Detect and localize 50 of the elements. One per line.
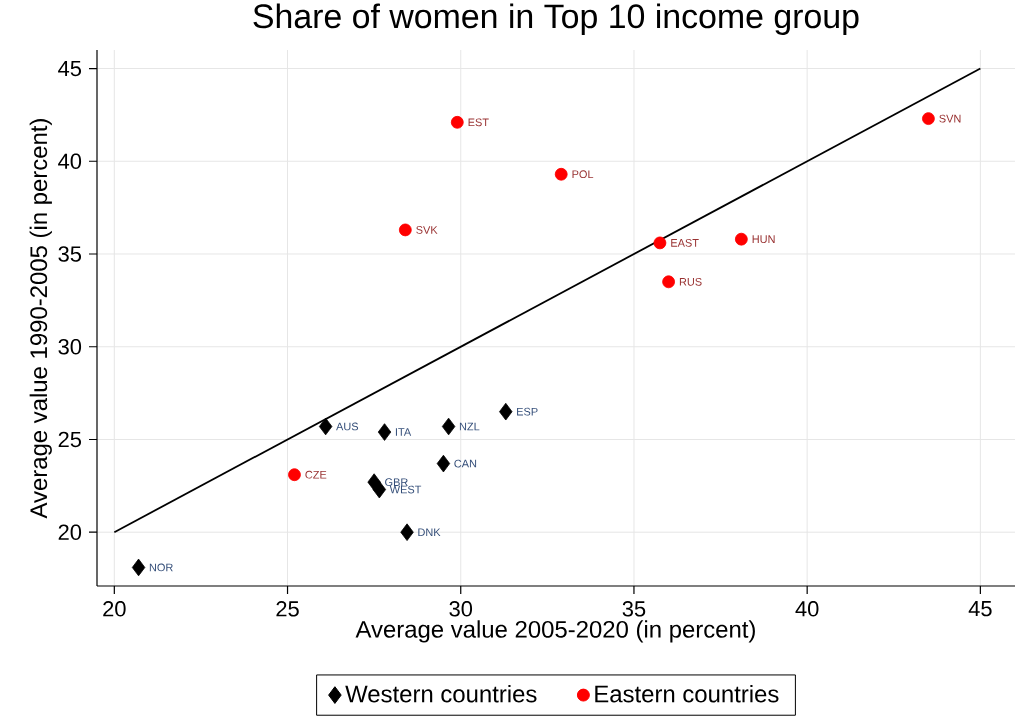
x-tick-label: 25 [276,601,299,617]
y-tick-label: 35 [58,246,82,262]
point [377,423,392,441]
point [318,417,333,436]
y-axis-title: Average value 1990-2005 (in percent) [29,119,52,519]
data-label: RUS [679,277,702,286]
data-label: NZL [459,422,480,431]
data-label: CZE [305,470,327,479]
data-label: ITA [395,428,412,436]
point [372,480,387,499]
point [922,112,935,125]
data-label: SVN [939,114,961,123]
x-tick-label: 40 [795,601,819,617]
point [400,523,414,541]
data-label: EST [468,118,489,127]
point [288,468,301,482]
data-label: DNK [418,528,441,536]
data-label: WEST [389,485,422,494]
data-label: POL [572,170,594,179]
point [653,236,667,250]
y-tick-label: 45 [58,60,82,77]
legend-label: Western countries [345,684,537,703]
point [436,454,451,473]
point [499,402,513,421]
x-tick-label: 45 [968,601,992,617]
x-tick-label: 20 [103,601,126,617]
data-label: NOR [149,563,173,572]
data-label: ESP [517,407,538,416]
point [398,223,412,237]
point [441,417,456,436]
data-label: SVK [416,226,438,234]
y-tick-label: 25 [58,431,82,448]
point [554,167,568,181]
data-label: HUN [752,235,775,243]
data-label: EAST [671,239,699,247]
data-label: CAN [454,459,477,468]
y-tick-label: 40 [58,153,82,170]
point [662,275,675,289]
point [734,232,748,246]
y-tick-label: 20 [58,524,82,540]
point [450,115,464,129]
x-axis-title: Average value 2005-2020 (in percent) [355,620,755,643]
data-label: GBR [385,478,408,486]
chart-title: Share of women in Top 10 income group [253,3,859,35]
data-label: AUS [336,422,359,431]
legend-label: Eastern countries [595,684,779,703]
y-tick-label: 30 [58,339,82,355]
point [131,558,146,577]
x-tick-label: 30 [449,601,473,617]
x-tick-label: 35 [622,601,646,617]
